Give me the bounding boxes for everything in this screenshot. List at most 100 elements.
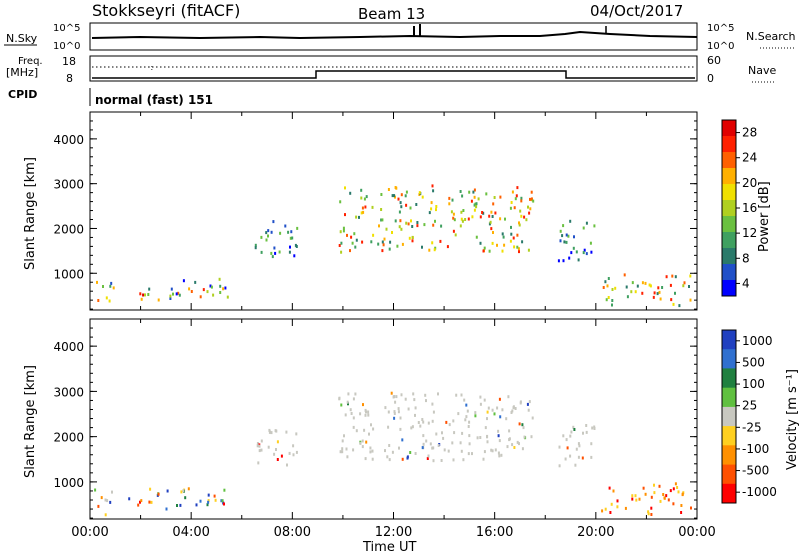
data-cell	[352, 425, 355, 429]
data-cell	[463, 398, 466, 402]
data-cell	[501, 408, 504, 412]
data-cell	[682, 284, 685, 288]
data-cell	[213, 494, 216, 498]
data-cell	[157, 298, 160, 302]
data-cell	[652, 295, 655, 299]
data-cell	[607, 296, 610, 299]
data-cell	[473, 188, 476, 192]
data-cell	[188, 287, 191, 291]
data-cell	[393, 416, 396, 420]
ytick-label: 4000	[53, 340, 84, 354]
data-cell	[274, 251, 277, 255]
data-cell	[295, 450, 298, 454]
data-cell	[254, 243, 257, 247]
data-cell	[384, 406, 387, 410]
data-cell	[520, 214, 523, 218]
data-cell	[612, 489, 615, 493]
ytick-label: 3000	[53, 385, 84, 399]
data-cell	[166, 489, 169, 493]
data-cell	[405, 221, 408, 225]
data-cell	[397, 197, 400, 201]
data-cell	[381, 249, 384, 253]
data-cell	[432, 446, 435, 450]
data-cell	[382, 243, 385, 247]
data-cell	[453, 431, 456, 435]
data-cell	[414, 406, 417, 410]
data-cell	[681, 492, 684, 496]
data-cell	[461, 219, 464, 223]
colorbar-tick-label: 25	[742, 399, 757, 413]
colorbar-swatch	[722, 264, 736, 281]
data-cell	[459, 224, 462, 228]
data-cell	[279, 231, 282, 235]
data-cell	[206, 290, 209, 294]
data-cell	[481, 211, 484, 214]
data-cell	[412, 392, 415, 396]
data-cell	[338, 244, 341, 247]
data-cell	[486, 410, 489, 414]
data-cell	[448, 196, 451, 200]
data-cell	[267, 445, 270, 449]
data-cell	[521, 447, 524, 451]
data-cell	[662, 493, 665, 496]
data-cell	[454, 233, 457, 237]
colorbar-swatch	[722, 120, 736, 137]
colorbar-swatch	[722, 464, 736, 485]
data-cell	[452, 419, 455, 423]
colorbar-tick-label: 4	[742, 276, 750, 290]
data-cell	[670, 298, 673, 302]
data-cell	[460, 217, 463, 221]
data-cell	[477, 197, 480, 201]
data-cell	[647, 512, 650, 516]
data-cell	[503, 243, 506, 247]
data-cell	[342, 226, 345, 230]
data-cell	[421, 418, 424, 421]
data-cell	[624, 506, 627, 510]
data-cell	[414, 452, 417, 455]
data-cell	[410, 219, 412, 223]
velocity-ylabel: Slant Range [km]	[23, 365, 38, 478]
data-cell	[625, 285, 628, 289]
colorbar-tick-label: 12	[742, 226, 757, 240]
nsky-tick-bottom: 10^0	[53, 41, 80, 52]
data-cell	[139, 500, 141, 504]
data-cell	[102, 285, 104, 288]
data-cell	[341, 439, 344, 443]
data-cell	[395, 395, 398, 399]
data-cell	[504, 217, 506, 221]
data-cell	[427, 421, 430, 425]
data-cell	[563, 240, 566, 244]
data-cell	[570, 430, 573, 434]
data-cell	[492, 202, 495, 206]
data-cell	[272, 220, 275, 224]
data-cell	[400, 227, 403, 231]
data-cell	[371, 457, 374, 461]
data-cell	[393, 412, 396, 415]
data-cell	[221, 499, 224, 503]
data-cell	[367, 410, 370, 414]
data-cell	[351, 241, 354, 245]
data-cell	[530, 435, 533, 439]
data-cell	[569, 434, 572, 438]
data-cell	[565, 240, 568, 244]
data-cell	[380, 208, 383, 211]
data-cell	[411, 425, 414, 429]
data-cell	[219, 291, 222, 294]
data-cell	[450, 210, 453, 214]
data-cell	[562, 224, 565, 228]
data-cell	[558, 445, 561, 449]
data-cell	[418, 191, 421, 195]
data-cell	[433, 248, 436, 252]
data-cell	[494, 211, 497, 215]
data-cell	[344, 186, 346, 190]
data-cell	[512, 405, 515, 409]
data-cell	[285, 430, 288, 434]
data-cell	[459, 441, 462, 445]
data-cell	[573, 428, 576, 431]
data-cell	[435, 432, 438, 436]
data-cell	[566, 446, 569, 450]
data-cell	[674, 291, 676, 295]
data-cell	[460, 393, 463, 397]
data-cell	[223, 488, 226, 492]
data-cell	[284, 224, 287, 228]
